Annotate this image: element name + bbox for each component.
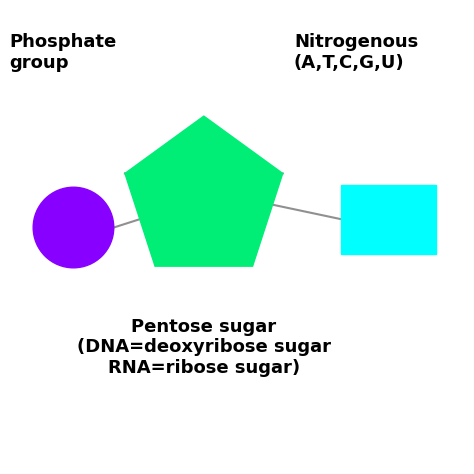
Text: Phosphate
group: Phosphate group <box>9 33 117 72</box>
Circle shape <box>33 187 114 268</box>
Bar <box>341 185 436 254</box>
Text: Nitrogenous
(A,T,C,G,U): Nitrogenous (A,T,C,G,U) <box>294 33 418 72</box>
Polygon shape <box>125 116 283 266</box>
Text: Pentose sugar
(DNA=deoxyribose sugar
RNA=ribose sugar): Pentose sugar (DNA=deoxyribose sugar RNA… <box>77 318 331 377</box>
